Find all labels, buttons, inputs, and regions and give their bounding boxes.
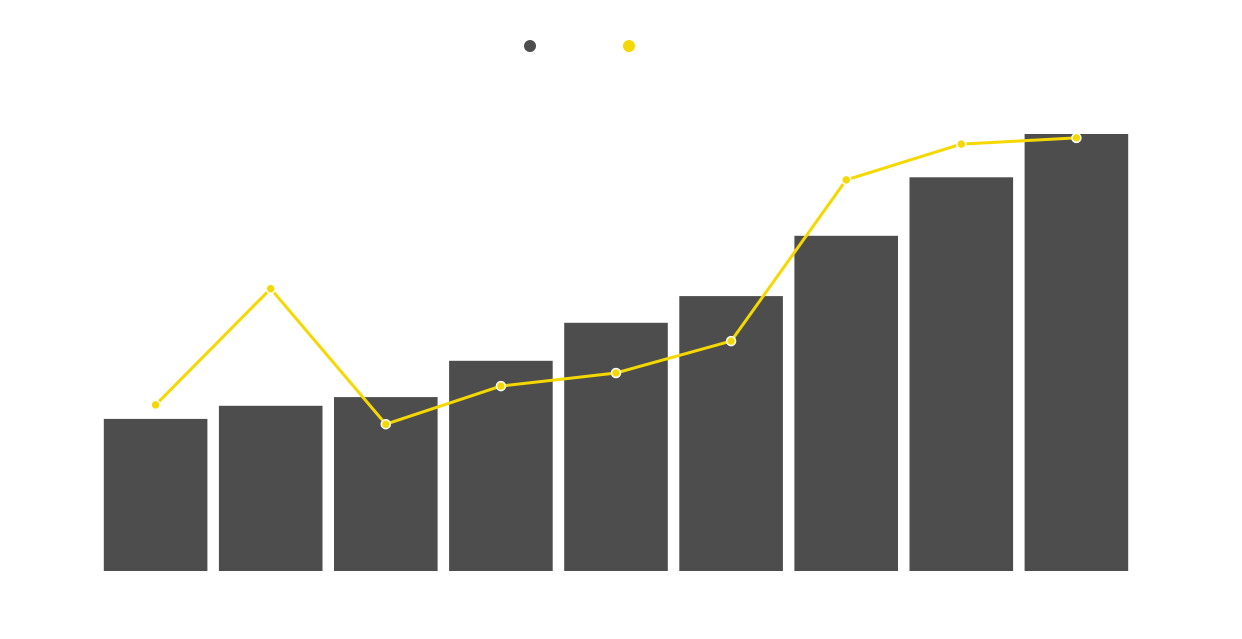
bar-5 — [564, 322, 668, 571]
line-point-3 — [380, 418, 392, 430]
line-point-5 — [610, 367, 622, 379]
legend-marker-bar-series — [524, 40, 536, 52]
line-point-9 — [1071, 132, 1082, 144]
bar-1 — [103, 418, 208, 571]
line-point-1 — [150, 399, 161, 411]
line-point-7 — [840, 174, 852, 186]
bar-9 — [1024, 134, 1129, 571]
bar-series — [103, 134, 1129, 572]
line-point-6 — [725, 335, 737, 347]
bar-2 — [218, 405, 323, 571]
line-point-4 — [495, 380, 507, 392]
line-point-2 — [265, 283, 276, 294]
bar-8 — [909, 177, 1014, 572]
bar-4 — [449, 360, 553, 571]
legend-marker-line-series — [623, 40, 635, 52]
line-series — [150, 132, 1082, 430]
bar-7 — [794, 235, 898, 572]
legend — [524, 40, 635, 52]
line-point-8 — [956, 138, 967, 150]
